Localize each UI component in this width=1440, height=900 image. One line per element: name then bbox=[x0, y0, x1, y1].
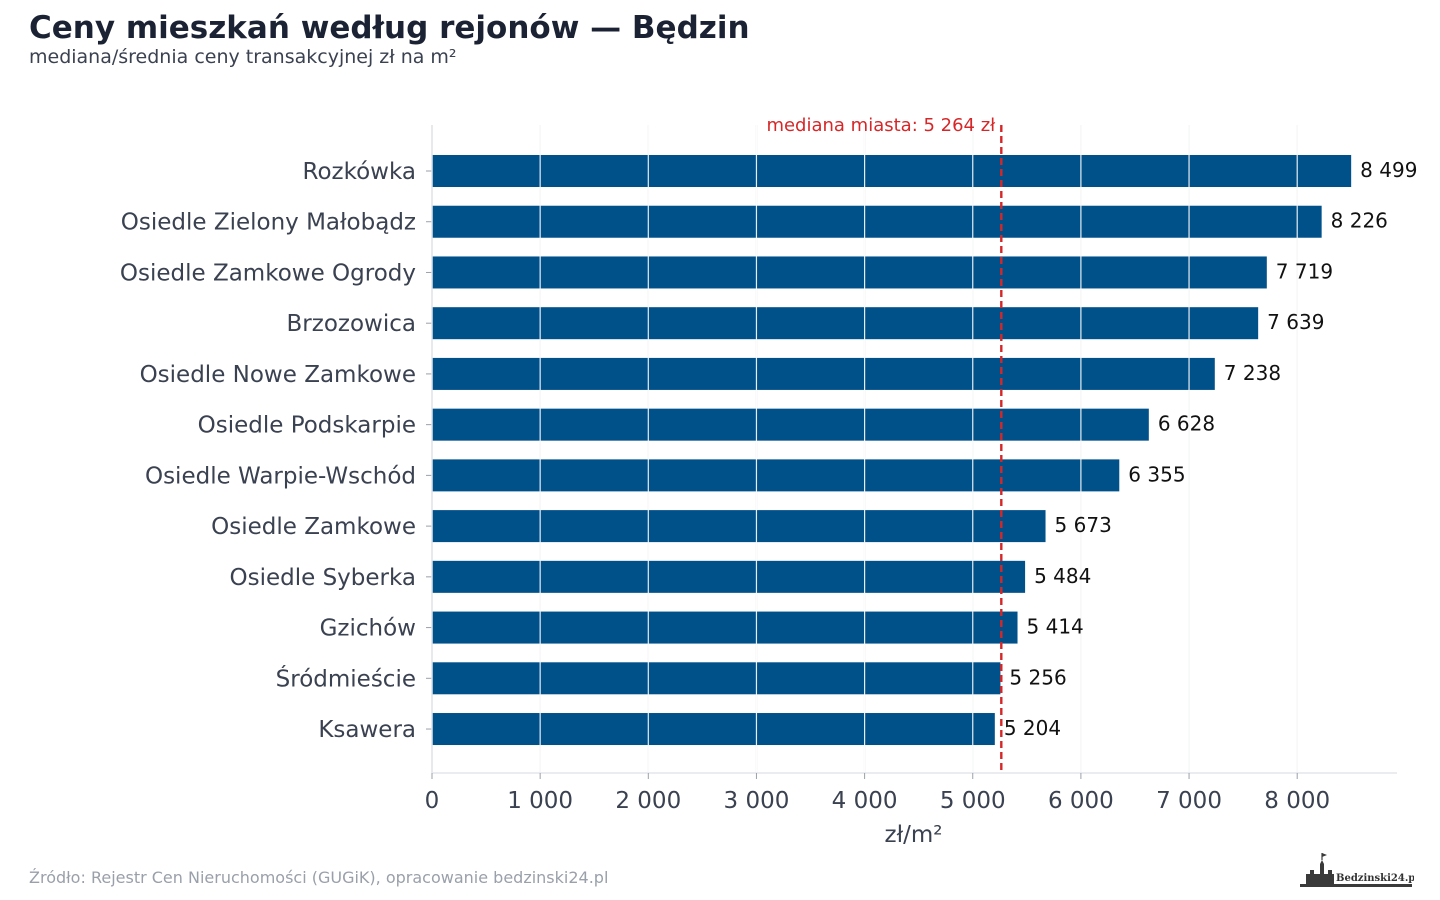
value-label: 7 639 bbox=[1267, 310, 1324, 334]
x-axis-title: zł/m² bbox=[885, 822, 943, 848]
bar-layer bbox=[432, 125, 1352, 773]
value-label: 6 355 bbox=[1128, 462, 1185, 486]
value-label: 5 256 bbox=[1009, 665, 1066, 689]
category-label: Osiedle Warpie-Wschód bbox=[145, 463, 416, 489]
category-label: Osiedle Syberka bbox=[229, 565, 416, 591]
chart-title: Ceny mieszkań według rejonów — Będzin bbox=[29, 10, 750, 46]
value-label: 6 628 bbox=[1158, 412, 1215, 436]
x-tick-label: 0 bbox=[425, 788, 440, 814]
bar bbox=[432, 459, 1120, 492]
bar bbox=[432, 256, 1267, 289]
x-tick-label: 8 000 bbox=[1264, 788, 1330, 814]
value-label: 5 414 bbox=[1027, 615, 1084, 639]
x-tick-label: 2 000 bbox=[615, 788, 681, 814]
bar bbox=[432, 713, 995, 746]
bedzinski24-logo: Bedzinski24.pl bbox=[1300, 853, 1414, 887]
axis-layer: 0 1 000 2 000 3 000 4 000 5 000 6 000 7 000 8 00… bbox=[425, 125, 1397, 848]
median-layer: mediana miasta: 5 264 zł bbox=[766, 115, 1003, 773]
value-label: 7 238 bbox=[1224, 361, 1281, 385]
category-label: Rozkówka bbox=[303, 159, 416, 185]
bar bbox=[432, 155, 1352, 187]
value-label: 7 719 bbox=[1276, 259, 1333, 283]
x-tick-label: 5 000 bbox=[940, 788, 1006, 814]
chart-subtitle: mediana/średnia ceny transakcyjnej zł na… bbox=[29, 46, 457, 68]
x-tick-label: 4 000 bbox=[832, 788, 898, 814]
x-tick-label: 1 000 bbox=[507, 788, 573, 814]
value-label: 8 226 bbox=[1331, 209, 1388, 233]
bar bbox=[432, 510, 1046, 543]
value-label: 5 484 bbox=[1034, 564, 1091, 588]
bar bbox=[432, 205, 1322, 238]
value-label: 8 499 bbox=[1360, 158, 1417, 182]
bar bbox=[432, 662, 1001, 695]
x-tick-label: 6 000 bbox=[1048, 788, 1114, 814]
x-tick-label: 7 000 bbox=[1156, 788, 1222, 814]
bar bbox=[432, 357, 1215, 390]
category-label: Osiedle Zielony Małobądz bbox=[121, 210, 416, 236]
bar bbox=[432, 560, 1026, 593]
category-label: Ksawera bbox=[318, 717, 416, 743]
category-label: Brzozowica bbox=[287, 311, 416, 337]
value-label: 5 204 bbox=[1004, 716, 1061, 740]
logo-text: Bedzinski24.pl bbox=[1336, 873, 1414, 884]
category-label: Gzichów bbox=[320, 616, 416, 642]
category-label: Osiedle Zamkowe Ogrody bbox=[120, 260, 416, 286]
bar bbox=[432, 307, 1259, 340]
x-tick-label: 3 000 bbox=[724, 788, 790, 814]
source-note: Źródło: Rejestr Cen Nieruchomości (GUGiK… bbox=[29, 868, 609, 887]
category-label: Śródmieście bbox=[276, 664, 416, 692]
median-label: mediana miasta: 5 264 zł bbox=[766, 115, 996, 136]
category-label: Osiedle Nowe Zamkowe bbox=[140, 362, 416, 388]
bar bbox=[432, 408, 1149, 441]
category-label: Osiedle Podskarpie bbox=[198, 413, 416, 439]
category-label: Osiedle Zamkowe bbox=[211, 514, 416, 540]
value-label: 5 673 bbox=[1055, 513, 1112, 537]
label-layer: Rozkówka 8 499 Osiedle Zielony Małobądz 8 2… bbox=[120, 158, 1418, 743]
bar bbox=[432, 611, 1018, 644]
